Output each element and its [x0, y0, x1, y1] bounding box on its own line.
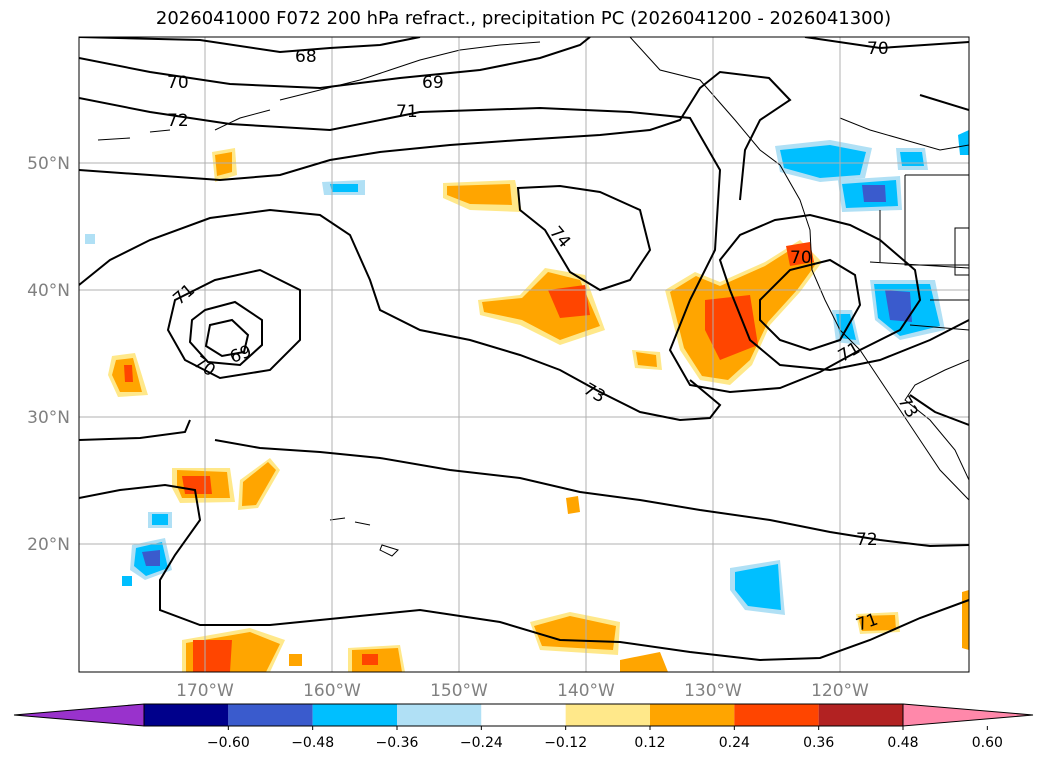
plot-area: [79, 37, 969, 672]
colorbar-segment: [734, 704, 819, 726]
colorbar-tick-label: −0.48: [291, 735, 334, 751]
colorbar-segment: [312, 704, 397, 726]
colorbar-segment: [397, 704, 482, 726]
colorbar-segment: [565, 704, 650, 726]
colorbar-tick-label: −0.60: [207, 735, 250, 751]
contour-label: 71: [396, 102, 418, 122]
latitude-labels: 50°N 40°N 30°N 20°N: [27, 154, 70, 555]
contour-label: 68: [295, 47, 317, 67]
lat-label: 20°N: [27, 535, 70, 555]
colorbar-border: [143, 703, 904, 727]
colorbar-tick-label: −0.36: [376, 735, 419, 751]
colorbar-tick-label: 0.12: [634, 735, 665, 751]
contour-label: 72: [856, 530, 878, 550]
lon-label: 170°W: [176, 681, 234, 701]
plot-border: [78, 36, 970, 673]
colorbar-tick-label: 0.60: [972, 735, 1003, 751]
colorbar-segment: [818, 704, 903, 726]
longitude-labels: 170°W 160°W 150°W 140°W 130°W 120°W: [176, 681, 869, 701]
contour-label: 72: [167, 111, 189, 131]
colorbar-tick-label: −0.12: [544, 735, 587, 751]
contour-label: 70: [167, 73, 189, 93]
contour-label: 69: [422, 73, 444, 93]
contour-label: 70: [790, 248, 812, 268]
colorbar-arrow-high: [902, 703, 1034, 727]
colorbar-arrow-low: [13, 703, 145, 727]
colorbar-tick-label: 0.36: [803, 735, 834, 751]
coastlines: [97, 37, 969, 557]
lat-label: 40°N: [27, 281, 70, 301]
colorbar-segment: [650, 704, 735, 726]
refractivity-contours: [79, 37, 969, 662]
map-title: 2026041000 F072 200 hPa refract., precip…: [155, 8, 892, 29]
lon-label: 160°W: [303, 681, 361, 701]
colorbar-tick-label: −0.24: [460, 735, 503, 751]
lat-label: 30°N: [27, 408, 70, 428]
colorbar-segment: [228, 704, 313, 726]
contour-label: 70: [867, 39, 889, 59]
colorbar-tick-label: 0.24: [719, 735, 750, 751]
colorbar: −0.60 −0.48 −0.36 −0.24 −0.12 0.12 0.24 0.36 0.4…: [13, 703, 1034, 751]
colorbar-segment: [481, 704, 566, 726]
gridlines: [79, 37, 969, 672]
lon-label: 140°W: [557, 681, 615, 701]
lon-label: 120°W: [811, 681, 869, 701]
colorbar-tick-label: 0.48: [887, 735, 918, 751]
lon-label: 150°W: [430, 681, 488, 701]
colorbar-segment: [144, 704, 229, 726]
lat-label: 50°N: [27, 154, 70, 174]
lon-label: 130°W: [684, 681, 742, 701]
